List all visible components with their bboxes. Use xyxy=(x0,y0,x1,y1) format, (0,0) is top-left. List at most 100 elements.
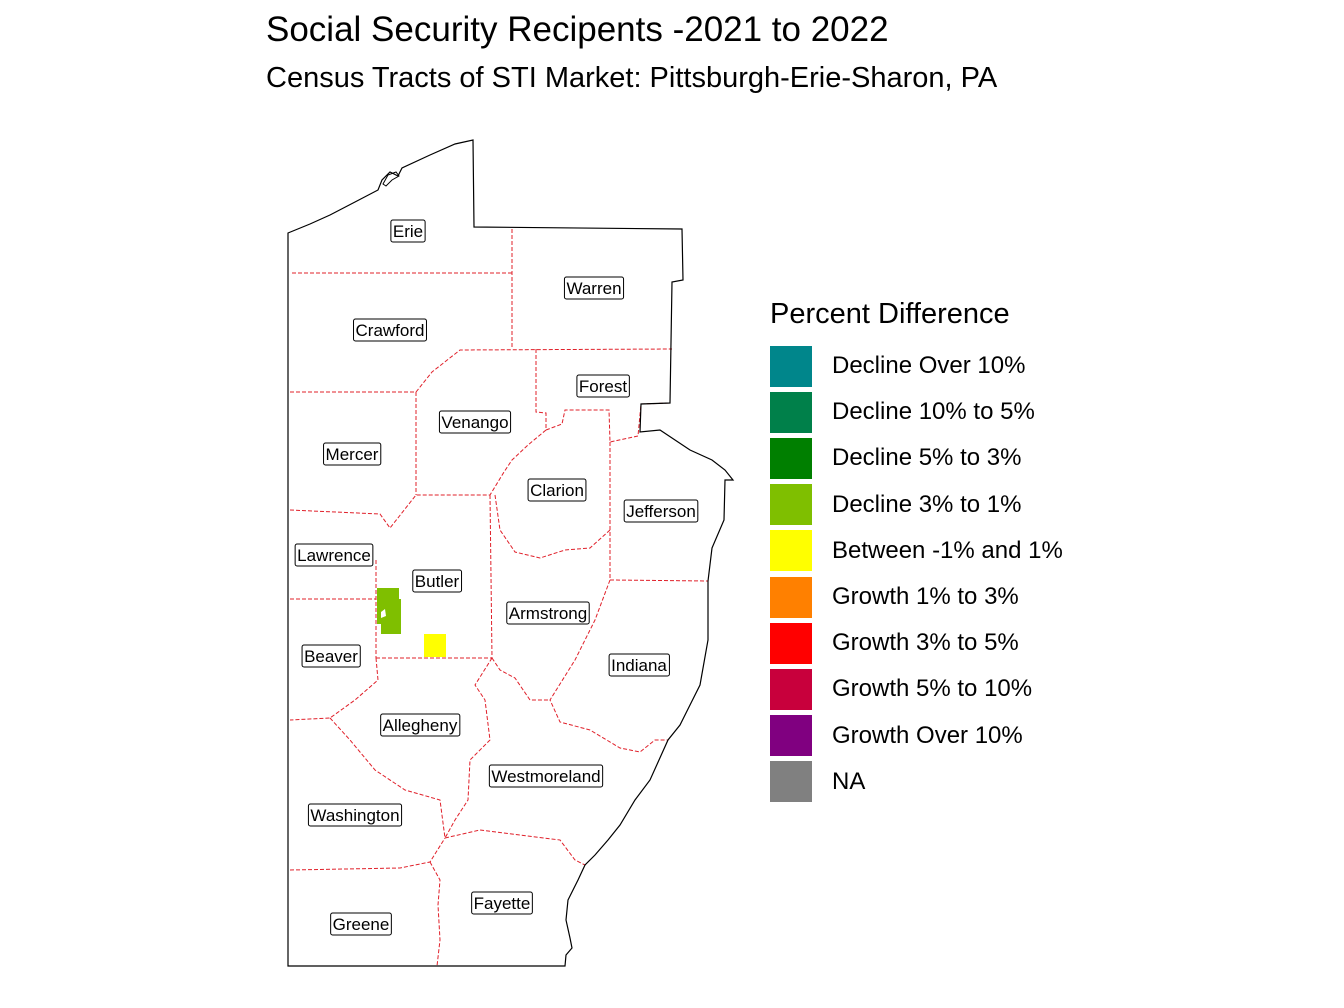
county-borders xyxy=(289,229,709,967)
county-label-armstrong: Armstrong xyxy=(506,601,590,625)
tract-decline-3-to-1 xyxy=(377,588,401,634)
border-washington-south xyxy=(289,837,446,871)
border-westmoreland-fayette xyxy=(444,829,586,866)
legend-swatch xyxy=(770,576,812,618)
region-outline xyxy=(287,139,735,967)
legend-item: Growth 3% to 5% xyxy=(770,620,1063,666)
border-allegheny-washington xyxy=(329,717,446,839)
map-subtitle: Census Tracts of STI Market: Pittsburgh-… xyxy=(266,62,998,94)
county-label-box xyxy=(412,569,463,593)
county-label-butler: Butler xyxy=(412,569,463,593)
county-label-crawford: Crawford xyxy=(353,318,427,342)
legend-label: Growth 3% to 5% xyxy=(832,629,1019,657)
legend-swatch xyxy=(770,761,812,803)
county-label-jefferson: Jefferson xyxy=(623,499,699,523)
border-crawford-south xyxy=(290,348,673,393)
legend-label: Decline 5% to 3% xyxy=(832,444,1022,472)
legend-item: Decline 3% to 1% xyxy=(770,482,1063,528)
highlighted-tracts xyxy=(377,588,446,657)
county-label-box xyxy=(527,478,587,502)
county-label-text: Venango xyxy=(441,413,508,432)
county-label-box xyxy=(323,442,382,466)
county-label-mercer: Mercer xyxy=(323,442,382,466)
border-greene-fayette xyxy=(429,861,441,967)
legend-swatch xyxy=(770,484,812,526)
county-label-box xyxy=(488,764,604,788)
county-label-fayette: Fayette xyxy=(471,891,533,915)
map-title: Social Security Recipents -2021 to 2022 xyxy=(266,10,889,49)
border-forest-west xyxy=(535,349,547,430)
county-label-venango: Venango xyxy=(438,410,512,434)
county-label-text: Greene xyxy=(333,915,390,934)
legend: Percent Difference Decline Over 10% Decli… xyxy=(770,298,1063,805)
county-label-text: Crawford xyxy=(356,321,425,340)
county-label-text: Beaver xyxy=(304,647,358,666)
county-label-box xyxy=(438,410,512,434)
county-label-box xyxy=(390,219,426,243)
county-label-lawrence: Lawrence xyxy=(294,543,374,567)
legend-label: Between -1% and 1% xyxy=(832,536,1063,564)
county-label-text: Indiana xyxy=(611,656,667,675)
county-label-westmoreland: Westmoreland xyxy=(488,764,604,788)
tract-hole xyxy=(381,609,386,618)
county-label-box xyxy=(623,499,699,523)
county-label-text: Washington xyxy=(310,806,399,825)
border-venango-clarion xyxy=(416,429,547,496)
county-label-text: Armstrong xyxy=(509,604,587,623)
county-label-box xyxy=(576,374,630,398)
county-label-text: Fayette xyxy=(474,894,531,913)
county-label-text: Butler xyxy=(415,572,460,591)
legend-swatch xyxy=(770,437,812,479)
county-label-washington: Washington xyxy=(307,803,403,827)
county-label-text: Jefferson xyxy=(626,502,696,521)
legend-item: Decline Over 10% xyxy=(770,343,1063,389)
legend-swatch xyxy=(770,622,812,664)
legend-label: Growth Over 10% xyxy=(832,721,1023,749)
legend-label: NA xyxy=(832,767,866,795)
border-allegheny-westmoreland xyxy=(444,657,493,839)
legend-swatch xyxy=(770,530,812,572)
legend-label: Decline Over 10% xyxy=(832,352,1026,380)
county-label-indiana: Indiana xyxy=(608,653,670,677)
legend-item: Decline 5% to 3% xyxy=(770,435,1063,481)
legend-label: Growth 1% to 3% xyxy=(832,583,1019,611)
legend-item: NA xyxy=(770,759,1063,805)
border-jefferson-indiana xyxy=(609,579,709,582)
county-label-box xyxy=(563,276,625,300)
county-label-clarion: Clarion xyxy=(527,478,587,502)
legend-item: Between -1% and 1% xyxy=(770,528,1063,574)
border-armstrong-indiana xyxy=(549,579,668,753)
county-label-forest: Forest xyxy=(576,374,630,398)
county-label-greene: Greene xyxy=(330,912,392,936)
county-label-warren: Warren xyxy=(563,276,625,300)
county-label-erie: Erie xyxy=(390,219,426,243)
legend-swatch xyxy=(770,715,812,757)
legend-title: Percent Difference xyxy=(770,298,1010,330)
county-label-text: Erie xyxy=(393,222,423,241)
county-label-box xyxy=(608,653,670,677)
legend-label: Decline 3% to 1% xyxy=(832,490,1022,518)
erie-peninsula xyxy=(382,171,400,187)
county-labels: Erie Warren Crawford Forest Venango Mercer Cla… xyxy=(294,219,699,936)
legend-swatch xyxy=(770,391,812,433)
county-label-box xyxy=(307,803,403,827)
county-label-box xyxy=(330,912,392,936)
tract-between-minus1-and-1 xyxy=(424,634,446,657)
county-label-box xyxy=(506,601,590,625)
county-label-text: Clarion xyxy=(530,481,584,500)
legend-swatch xyxy=(770,668,812,710)
county-label-text: Allegheny xyxy=(383,716,458,735)
county-label-text: Warren xyxy=(566,279,621,298)
county-label-box xyxy=(471,891,533,915)
county-label-box xyxy=(294,543,374,567)
legend-item: Growth 5% to 10% xyxy=(770,666,1063,712)
county-label-text: Forest xyxy=(579,377,627,396)
county-label-text: Mercer xyxy=(326,445,379,464)
county-label-text: Lawrence xyxy=(297,546,371,565)
border-mercer-south xyxy=(289,494,417,529)
border-butler-armstrong xyxy=(489,494,493,659)
county-label-box xyxy=(301,644,361,668)
border-armstrong-south xyxy=(491,657,550,701)
border-clarion-south xyxy=(494,494,611,559)
